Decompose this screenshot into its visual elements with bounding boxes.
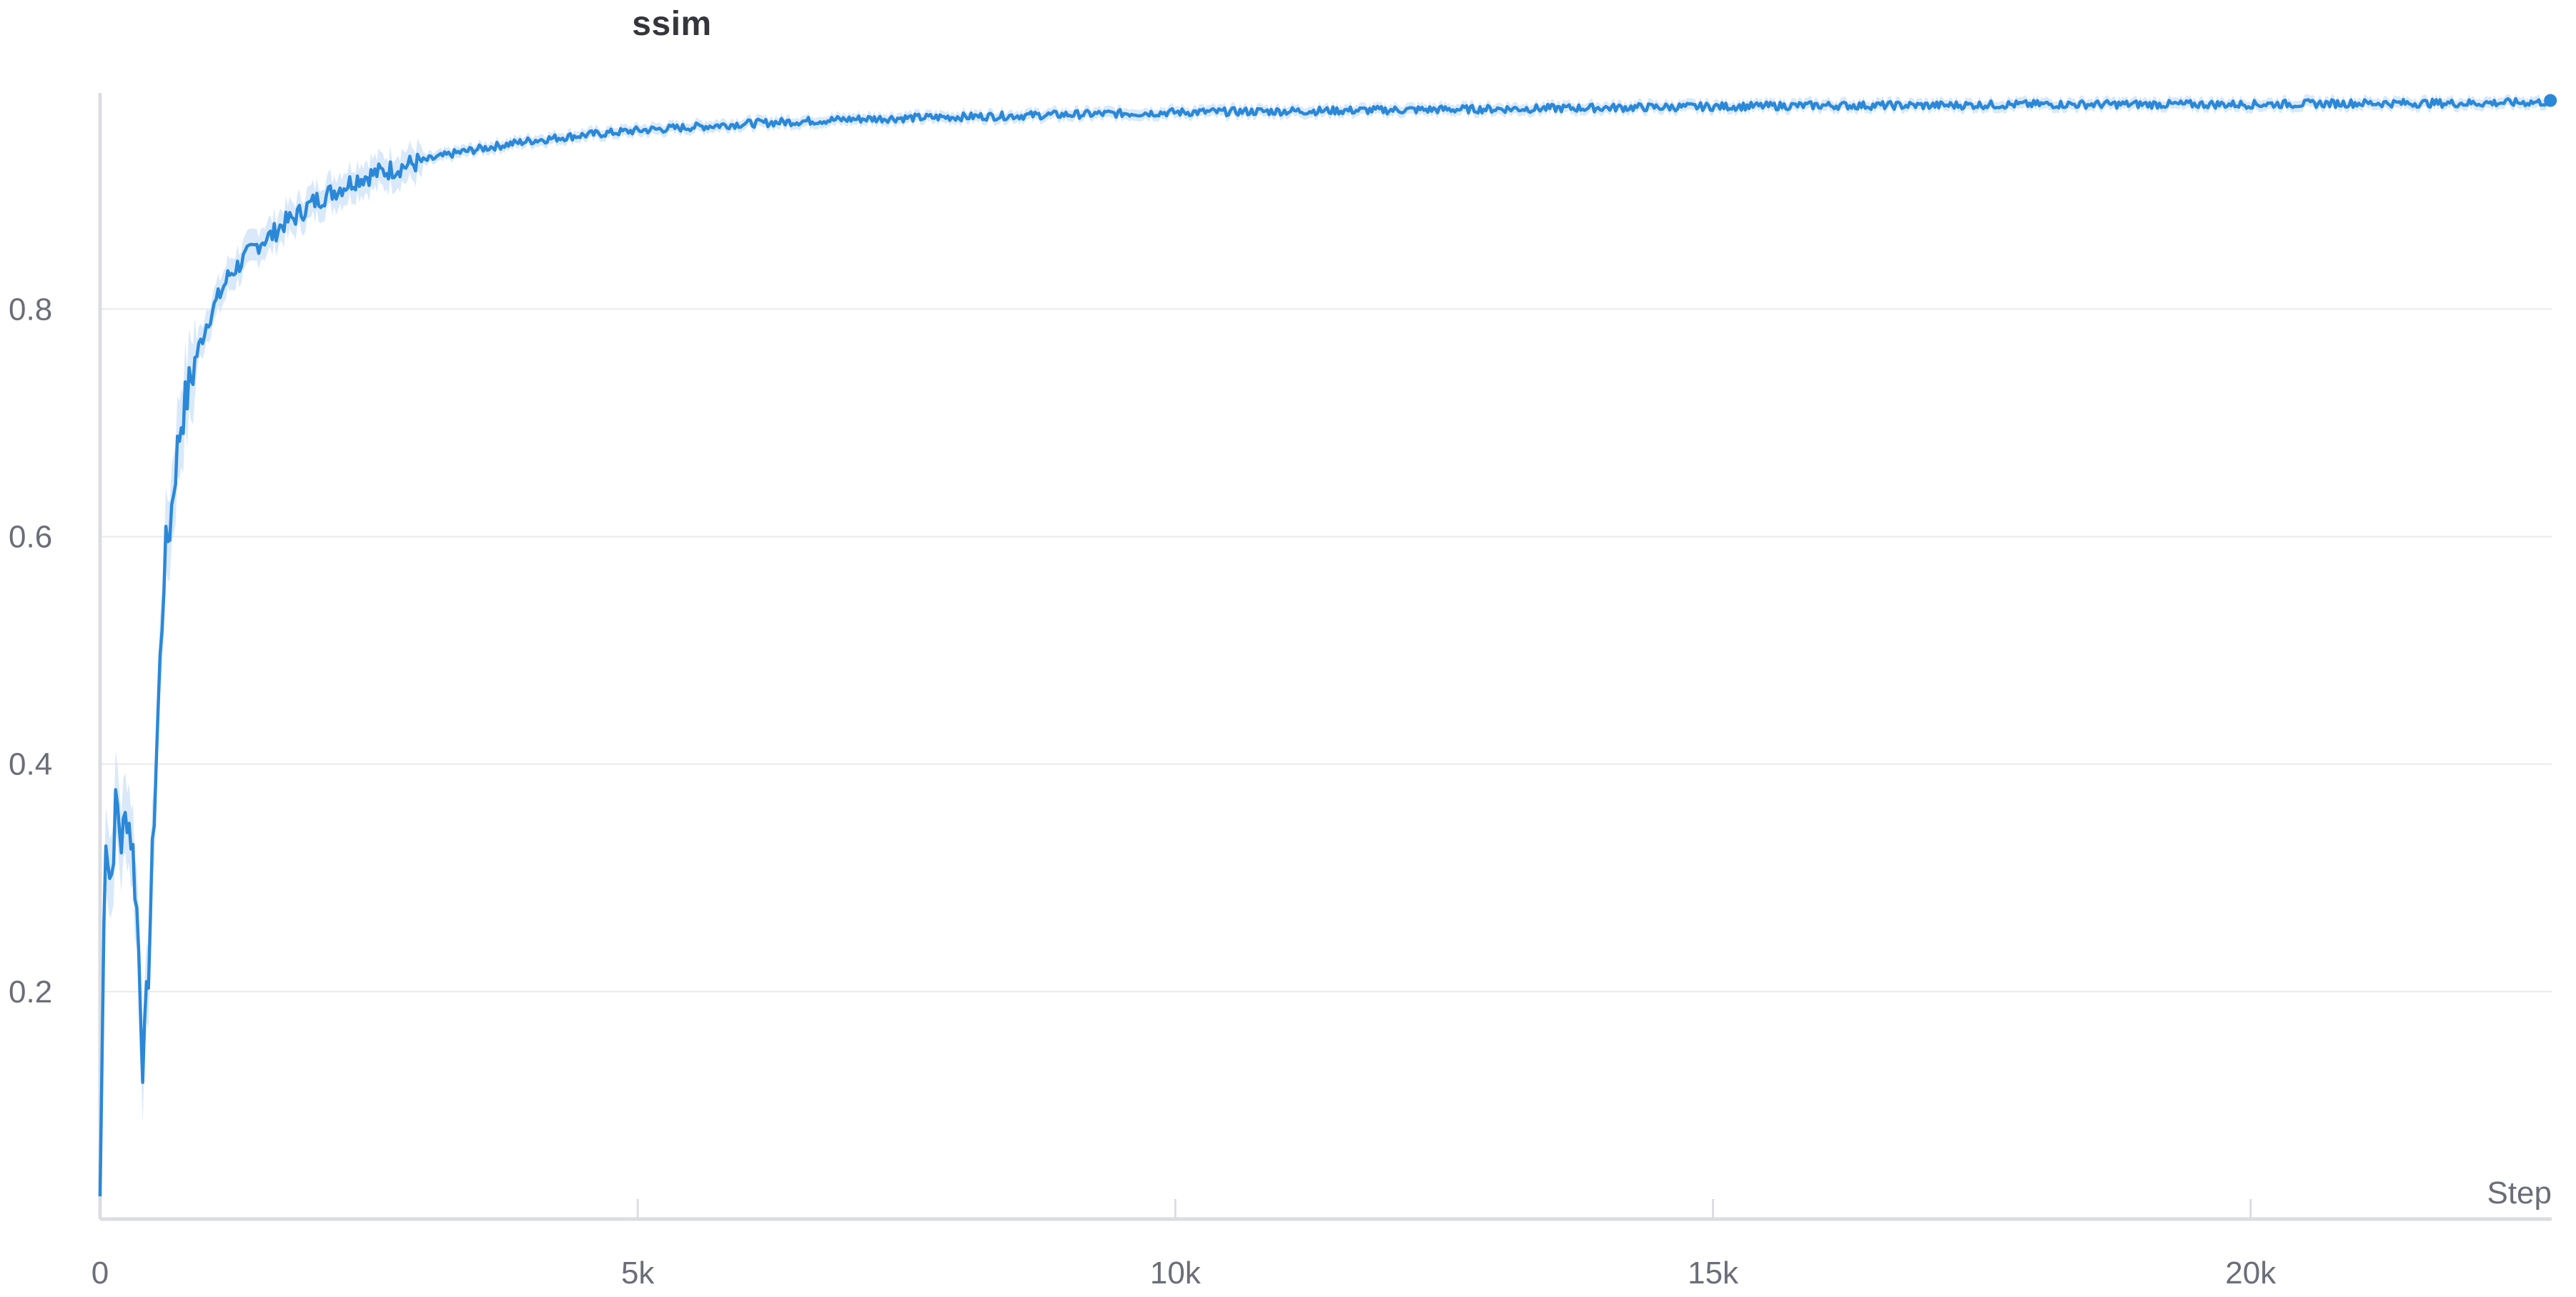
chart-title: ssim: [632, 5, 712, 43]
variance-band: [100, 94, 2551, 1220]
x-tick-label: 20k: [2225, 1256, 2277, 1291]
tick-labels: 0.2 0.4 0.6 0.8 0 5k 10k 15k 20k Step: [9, 292, 2552, 1291]
y-tick-label: 0.2: [9, 975, 52, 1010]
y-tick-label: 0.4: [9, 747, 52, 782]
x-tick-label: 0: [91, 1256, 109, 1291]
series-band: [100, 94, 2551, 1220]
axes: [98, 93, 2552, 1221]
x-tick-label: 15k: [1688, 1256, 1739, 1291]
series-line: [98, 94, 2557, 1197]
y-tick-label: 0.6: [9, 519, 52, 554]
gridlines: [100, 308, 2552, 992]
series-line-path: [98, 97, 2552, 1197]
x-tick-label: 5k: [621, 1256, 655, 1291]
series-end-point: [2544, 94, 2557, 107]
x-axis-title: Step: [2487, 1175, 2552, 1210]
x-tick-label: 10k: [1150, 1256, 1202, 1291]
y-tick-label: 0.8: [9, 292, 52, 327]
